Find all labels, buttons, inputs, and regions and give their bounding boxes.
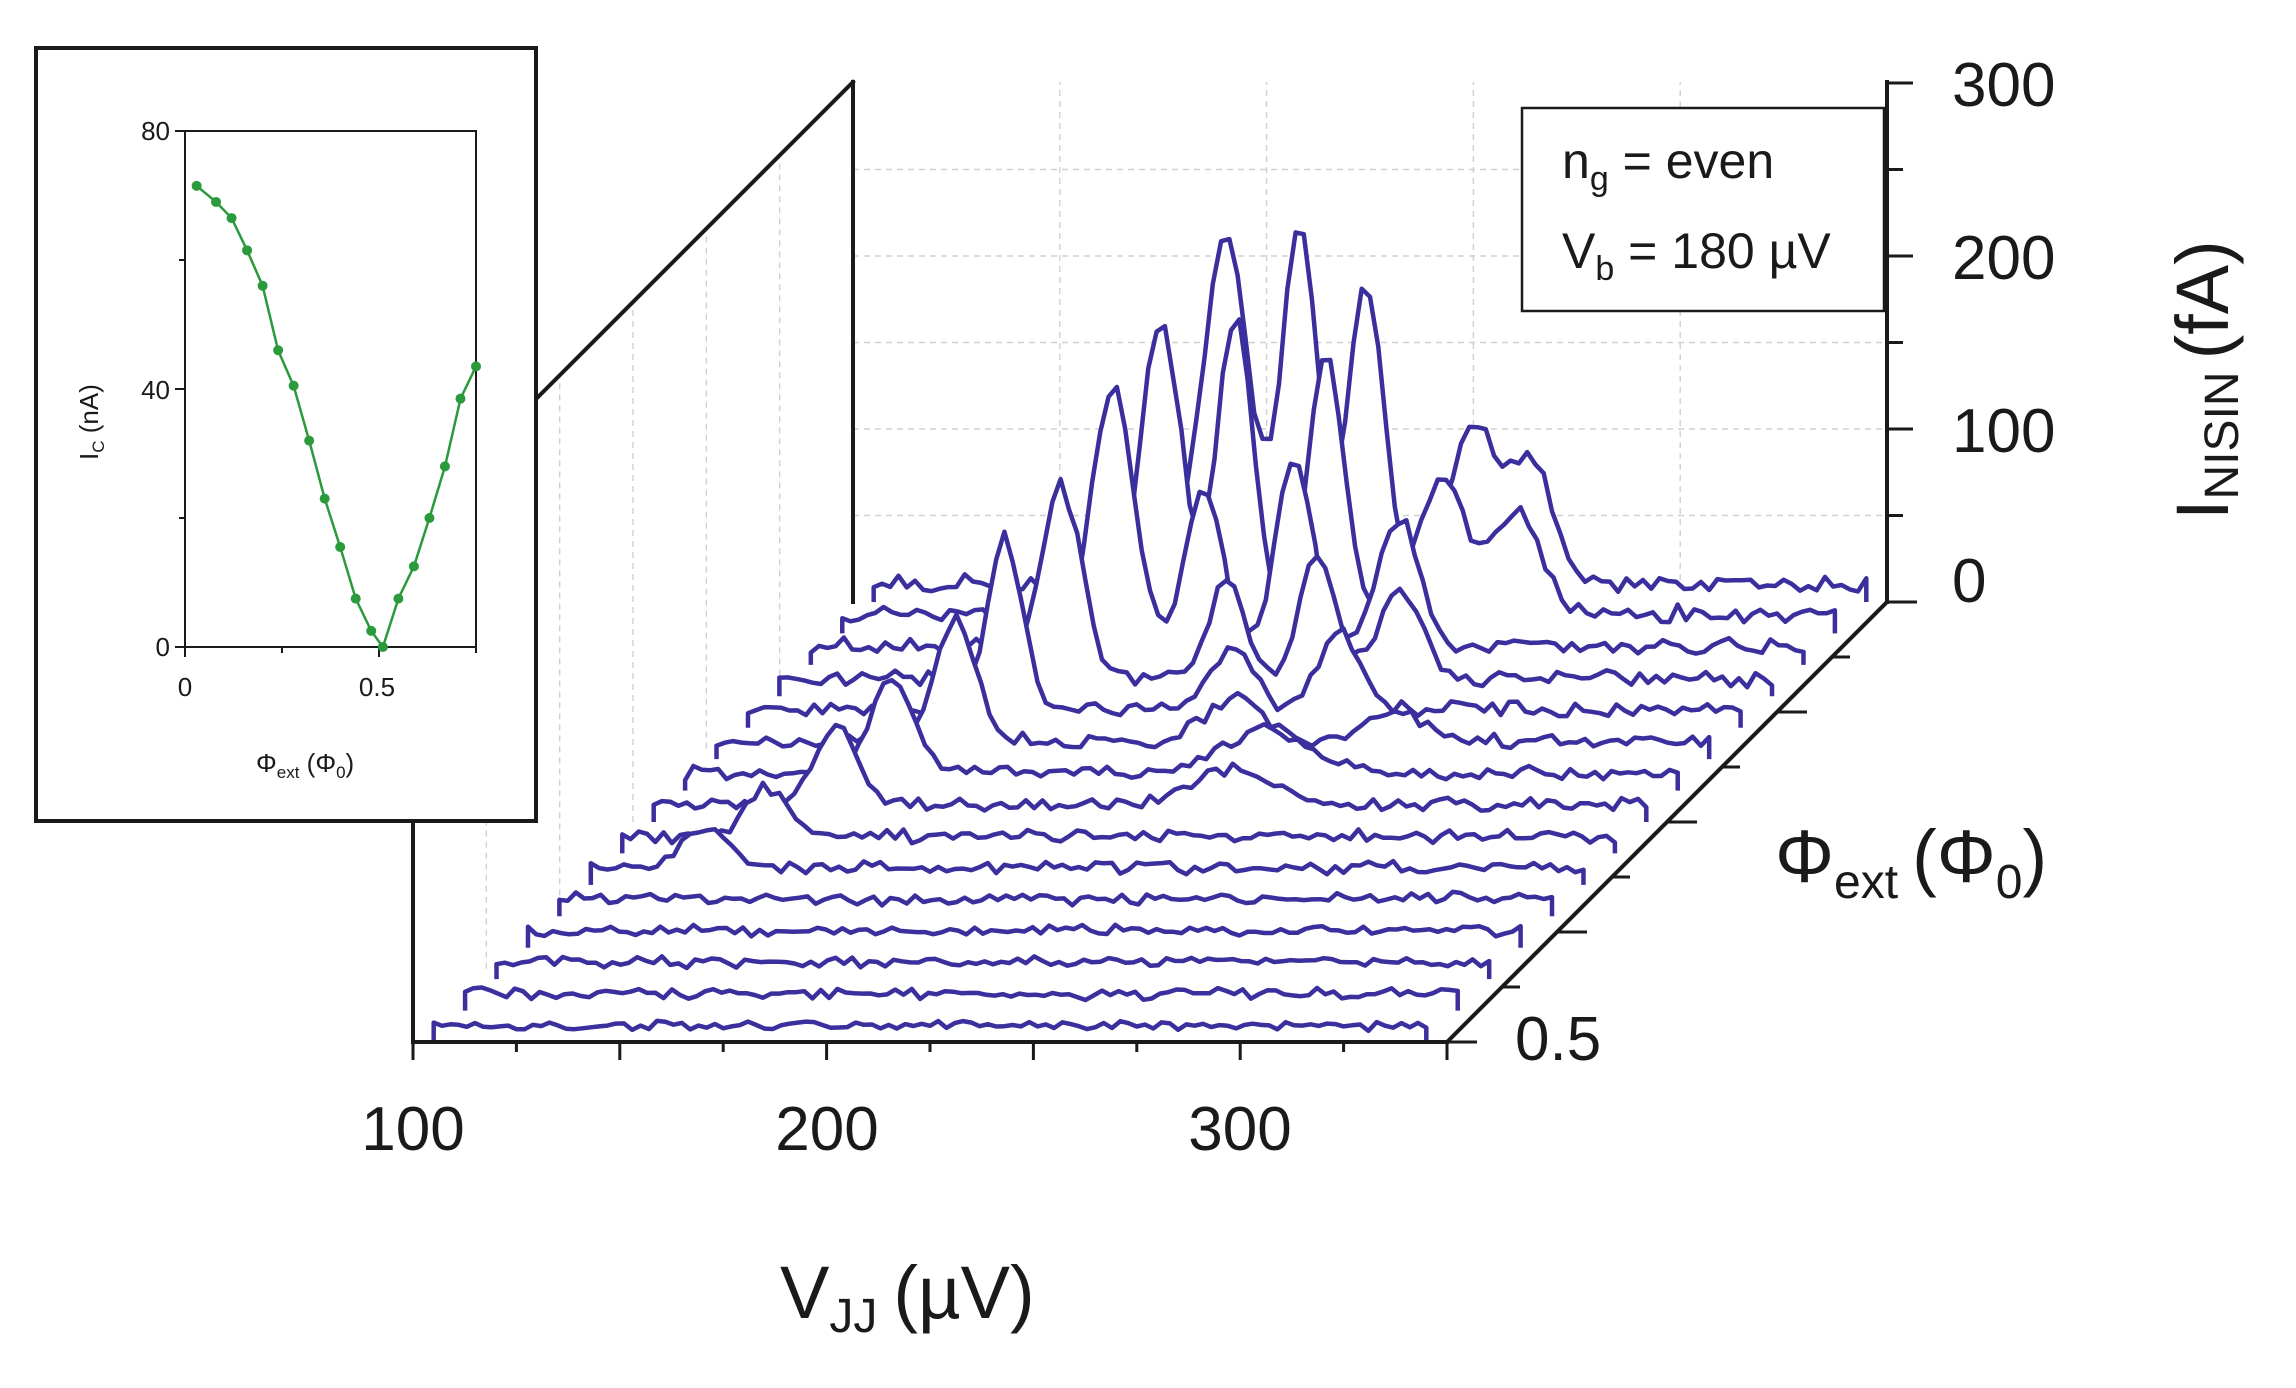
y-tick-label: 0.5	[1515, 1005, 1601, 1074]
inset-data-point	[350, 593, 361, 604]
z-axis-title: INISIN(fA)	[2161, 240, 2249, 520]
y-axis-title: Φext (Φ0)	[1775, 815, 2047, 909]
x-axis-title: VJJ (µV)	[780, 1251, 1035, 1343]
inset-data-point	[424, 513, 435, 523]
inset-chart	[175, 130, 481, 657]
inset-y-tick-label: 40	[141, 375, 170, 405]
x-tick-label: 200	[775, 1095, 878, 1164]
inset-data-point	[191, 180, 202, 191]
inset-x-tick-label: 0	[178, 672, 192, 702]
inset-data-point	[211, 196, 222, 207]
inset-data-point	[242, 245, 253, 256]
trace-line	[588, 826, 1586, 885]
z-tick-label: 200	[1952, 224, 2055, 293]
inset-data-point	[226, 213, 237, 224]
inset-data-point	[393, 593, 404, 604]
legend-gate-charge: ng = even	[1562, 133, 1774, 198]
inset-y-tick-label: 0	[156, 632, 170, 662]
inset-data-point	[319, 493, 330, 504]
inset-data-point	[288, 380, 299, 391]
trace-line	[525, 922, 1523, 948]
trace-line	[871, 230, 1869, 603]
inset-data-point	[408, 561, 419, 572]
inset-data-point	[471, 361, 481, 372]
trace-line	[808, 384, 1806, 665]
legend-box	[1520, 106, 1886, 313]
legend-bias-voltage: Vb = 180 µV	[1562, 223, 1831, 288]
trace-line	[431, 1018, 1429, 1043]
x-tick-label: 100	[361, 1095, 464, 1164]
inset-y-axis-title: IC (nA)	[74, 384, 108, 460]
x-tick-label: 300	[1188, 1095, 1291, 1164]
z-tick-label: 100	[1952, 397, 2055, 466]
inset-data-point	[273, 345, 284, 356]
inset-data-point	[366, 625, 377, 636]
inset-data-point	[304, 435, 315, 446]
data-traces	[431, 230, 1869, 1043]
inset-data-point	[257, 280, 268, 291]
trace-line	[462, 985, 1460, 1011]
inset-data-point	[439, 461, 450, 472]
z-tick-label: 0	[1952, 547, 1986, 616]
front-axes	[411, 599, 1917, 1060]
inset-x-tick-label: 0.5	[359, 672, 395, 702]
inset-y-tick-label: 80	[141, 116, 170, 146]
trace-line	[620, 780, 1618, 854]
inset-x-axis-title: Φext (Φ0)	[256, 748, 354, 782]
inset-data-point	[455, 393, 466, 404]
inset-data-point	[377, 642, 388, 652]
inset-panel	[34, 46, 538, 823]
inset-data-point	[335, 542, 346, 553]
z-tick-label: 300	[1952, 51, 2055, 120]
trace-line	[557, 889, 1555, 917]
trace-line	[494, 954, 1492, 980]
